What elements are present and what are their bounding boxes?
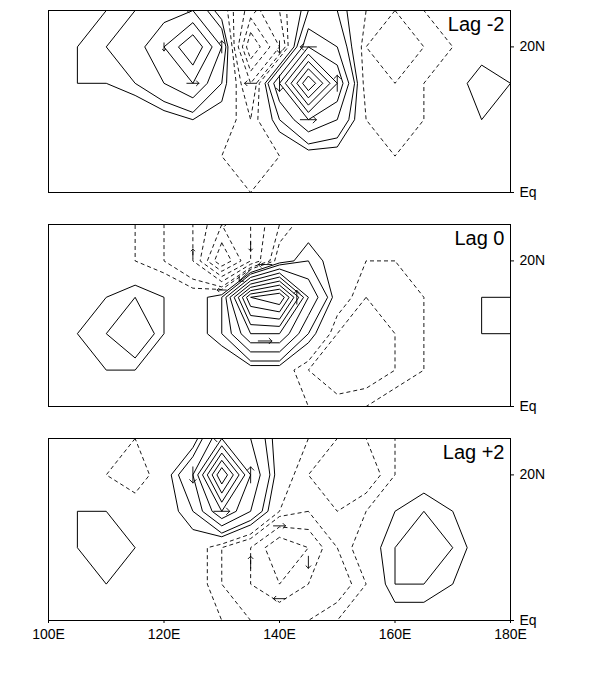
svg-text:Lag +2: Lag +2 [443, 441, 505, 463]
svg-text:120E: 120E [148, 626, 181, 642]
svg-text:Eq: Eq [520, 398, 537, 414]
svg-text:20N: 20N [520, 38, 546, 54]
svg-text:20N: 20N [520, 466, 546, 482]
svg-text:20N: 20N [520, 252, 546, 268]
svg-text:Lag 0: Lag 0 [454, 227, 504, 249]
svg-text:Eq: Eq [520, 612, 537, 628]
svg-text:Eq: Eq [520, 184, 537, 200]
svg-text:180E: 180E [494, 626, 527, 642]
svg-text:160E: 160E [379, 626, 412, 642]
svg-text:100E: 100E [32, 626, 65, 642]
svg-text:140E: 140E [263, 626, 296, 642]
svg-text:Lag -2: Lag -2 [448, 13, 505, 35]
